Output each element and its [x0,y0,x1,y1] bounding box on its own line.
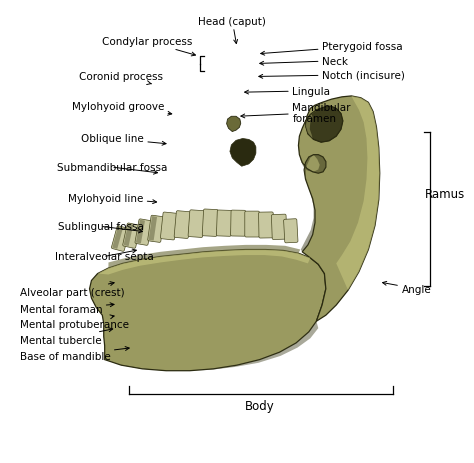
FancyBboxPatch shape [148,216,164,243]
Text: Head (caput): Head (caput) [198,17,266,44]
Polygon shape [306,115,313,139]
Text: Submandibular fossa: Submandibular fossa [57,163,168,175]
FancyBboxPatch shape [112,227,123,249]
Polygon shape [230,139,256,167]
Polygon shape [306,107,343,143]
Text: Mental tubercle: Mental tubercle [19,328,113,345]
Text: Body: Body [245,400,274,413]
FancyBboxPatch shape [135,219,152,246]
Polygon shape [299,146,326,174]
FancyBboxPatch shape [174,211,191,239]
Text: Mandibular
foramen: Mandibular foramen [241,102,351,124]
Text: Sublingual fossa: Sublingual fossa [58,222,144,233]
Polygon shape [109,245,301,269]
Text: Coronid process: Coronid process [79,72,163,85]
Text: Mylohyoid line: Mylohyoid line [68,193,156,204]
Text: Neck: Neck [260,56,348,67]
FancyBboxPatch shape [258,213,273,238]
FancyBboxPatch shape [272,215,287,240]
FancyBboxPatch shape [283,219,298,244]
Text: Base of mandible: Base of mandible [19,347,129,361]
FancyBboxPatch shape [111,226,130,252]
Polygon shape [105,321,318,371]
FancyBboxPatch shape [245,212,259,238]
Text: Pterygoid fossa: Pterygoid fossa [261,42,403,56]
Text: Condylar process: Condylar process [102,37,195,57]
FancyBboxPatch shape [202,210,218,237]
Polygon shape [227,117,241,132]
FancyBboxPatch shape [149,217,157,241]
Text: Angle: Angle [383,282,431,294]
FancyBboxPatch shape [123,224,140,249]
Polygon shape [299,97,380,321]
Text: Alveolar part (crest): Alveolar part (crest) [19,282,124,297]
Polygon shape [98,250,310,275]
Polygon shape [336,97,380,291]
Polygon shape [301,155,315,252]
Text: Oblique line: Oblique line [81,134,166,146]
FancyBboxPatch shape [231,211,246,237]
FancyBboxPatch shape [161,213,177,240]
FancyBboxPatch shape [217,211,232,237]
FancyBboxPatch shape [124,225,133,246]
Text: Mylohyoid groove: Mylohyoid groove [72,102,172,116]
Text: Mental foraman: Mental foraman [19,303,114,314]
Text: Mental protuberance: Mental protuberance [19,315,128,330]
Text: Interalveolar septa: Interalveolar septa [55,250,154,262]
FancyBboxPatch shape [136,220,145,244]
Text: Notch (incisure): Notch (incisure) [259,70,405,81]
Polygon shape [90,250,326,371]
Text: Ramus: Ramus [425,188,465,201]
Text: Lingula: Lingula [245,87,330,97]
FancyBboxPatch shape [188,210,204,238]
